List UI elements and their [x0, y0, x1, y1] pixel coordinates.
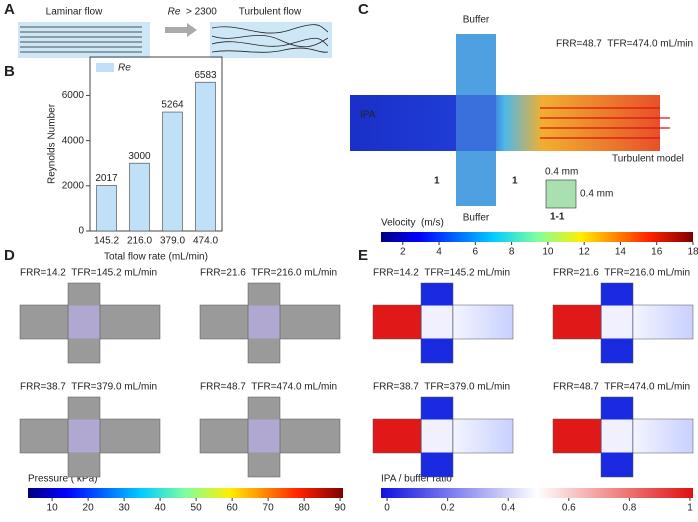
condition-label: FRR=38.7 TFR=379.0 mL/min [20, 382, 157, 393]
data-label: 6583 [194, 70, 217, 81]
label: 1-1 [550, 212, 565, 223]
colorbar-tick-label: 4 [436, 247, 442, 258]
legend-label: Re [118, 63, 131, 74]
panel-label: D [4, 247, 15, 264]
x-tick-label: 216.0 [127, 236, 152, 247]
colorbar [381, 232, 693, 242]
plot-frame [89, 56, 223, 232]
colorbar-tick-label: 2 [400, 247, 406, 258]
legend-swatch [96, 63, 114, 72]
colorbar-tick-label: 0 [384, 503, 390, 514]
colorbar-tick-label: 0.8 [622, 503, 636, 514]
velocity-field [350, 34, 670, 209]
data-label: 5264 [161, 100, 184, 111]
arrow [165, 23, 197, 37]
data-label: 2017 [95, 173, 118, 184]
label: Laminar flow [46, 7, 103, 18]
colorbar-tick-label: 40 [155, 503, 167, 514]
colorbar-tick-label: 90 [335, 503, 347, 514]
colorbar-tick-label: 10 [47, 503, 59, 514]
x-axis-label: Total flow rate (mL/min) [104, 252, 208, 263]
junction [421, 419, 453, 453]
y-tick-label: 6000 [62, 90, 85, 101]
colorbar-tick-label: 16 [651, 247, 663, 258]
bar [162, 111, 183, 232]
y-axis-label: Reynolds Number [47, 103, 58, 184]
condition-label: FRR=48.7 TFR=474.0 mL/min [200, 382, 337, 393]
label: Buffer [463, 15, 490, 26]
simulations: FRR=14.2 TFR=145.2 mL/min FRR=21.6 TFR=21… [19, 268, 694, 478]
bar-chart: 0 2000 4000 6000 145.2 2017 216.0 3000 379.0 5264… [62, 63, 219, 247]
y-tick-label: 4000 [62, 135, 85, 146]
panel-label: E [358, 247, 368, 264]
colorbar [381, 488, 693, 498]
colorbar-tick-label: 18 [687, 247, 698, 258]
x-tick-label: 474.0 [193, 236, 218, 247]
data-label: 3000 [128, 151, 151, 162]
colorbar-label: Pressure ( kPa) [28, 474, 97, 485]
bar [195, 81, 216, 232]
bar [129, 162, 150, 232]
junction [68, 305, 100, 339]
label: Turbulent flow [239, 7, 302, 18]
colorbar-tick-label: 60 [227, 503, 239, 514]
streamlines [20, 26, 142, 53]
channel [210, 22, 332, 58]
condition-label: FRR=38.7 TFR=379.0 mL/min [373, 382, 510, 393]
label: 0.4 mm [580, 189, 613, 200]
condition-label: FRR=48.7 TFR=474.0 mL/min [553, 382, 690, 393]
colorbar-tick-label: 10 [542, 247, 554, 258]
colorbar-tick-label: 0.2 [441, 503, 455, 514]
panel-label: A [4, 1, 15, 18]
condition-label: FRR=21.6 TFR=216.0 mL/min [200, 268, 337, 279]
label: Buffer [463, 213, 490, 224]
condition-label: FRR=14.2 TFR=145.2 mL/min [373, 268, 510, 279]
colorbar-tick-label: 70 [263, 503, 275, 514]
x-tick-label: 379.0 [160, 236, 185, 247]
label: > 2300 [186, 7, 217, 18]
junction [248, 305, 280, 339]
y-tick-label: 0 [78, 226, 84, 237]
panel-label: C [358, 1, 369, 18]
bar [96, 185, 117, 232]
colorbar-tick-label: 0.4 [501, 503, 515, 514]
label: Turbulent model [612, 154, 684, 165]
junction [421, 305, 453, 339]
junction [68, 419, 100, 453]
colorbar-label: IPA / buffer ratio [381, 474, 452, 485]
condition-label: FRR=14.2 TFR=145.2 mL/min [20, 268, 157, 279]
y-tick-label: 2000 [62, 180, 85, 191]
label: 1 [512, 176, 518, 187]
x-tick-label: 145.2 [94, 236, 119, 247]
colorbar-tick-label: 6 [473, 247, 479, 258]
label: 0.4 mm [545, 167, 578, 178]
colorbar-tick-label: 20 [83, 503, 95, 514]
condition-label: FRR=21.6 TFR=216.0 mL/min [553, 268, 690, 279]
streamlines [211, 24, 329, 53]
colorbar [28, 488, 343, 498]
colorbar-tick-label: 8 [509, 247, 515, 258]
colorbar-tick-label: 1 [687, 503, 693, 514]
colorbar-tick-label: 0.6 [562, 503, 576, 514]
junction [248, 419, 280, 453]
junction [601, 419, 633, 453]
label: Re [168, 7, 181, 18]
colorbar-tick-label: 14 [615, 247, 627, 258]
colorbar-tick-label: 30 [119, 503, 131, 514]
colorbar-tick-label: 50 [191, 503, 203, 514]
panel-label: B [4, 63, 15, 80]
junction [601, 305, 633, 339]
label: FRR=48.7 TFR=474.0 mL/min [556, 39, 693, 50]
colorbar-tick-label: 12 [579, 247, 591, 258]
label: IPA [360, 110, 376, 121]
colorbar-label: Velocity (m/s) [381, 218, 444, 229]
colorbar-tick-label: 80 [299, 503, 311, 514]
label: 1 [434, 176, 440, 187]
